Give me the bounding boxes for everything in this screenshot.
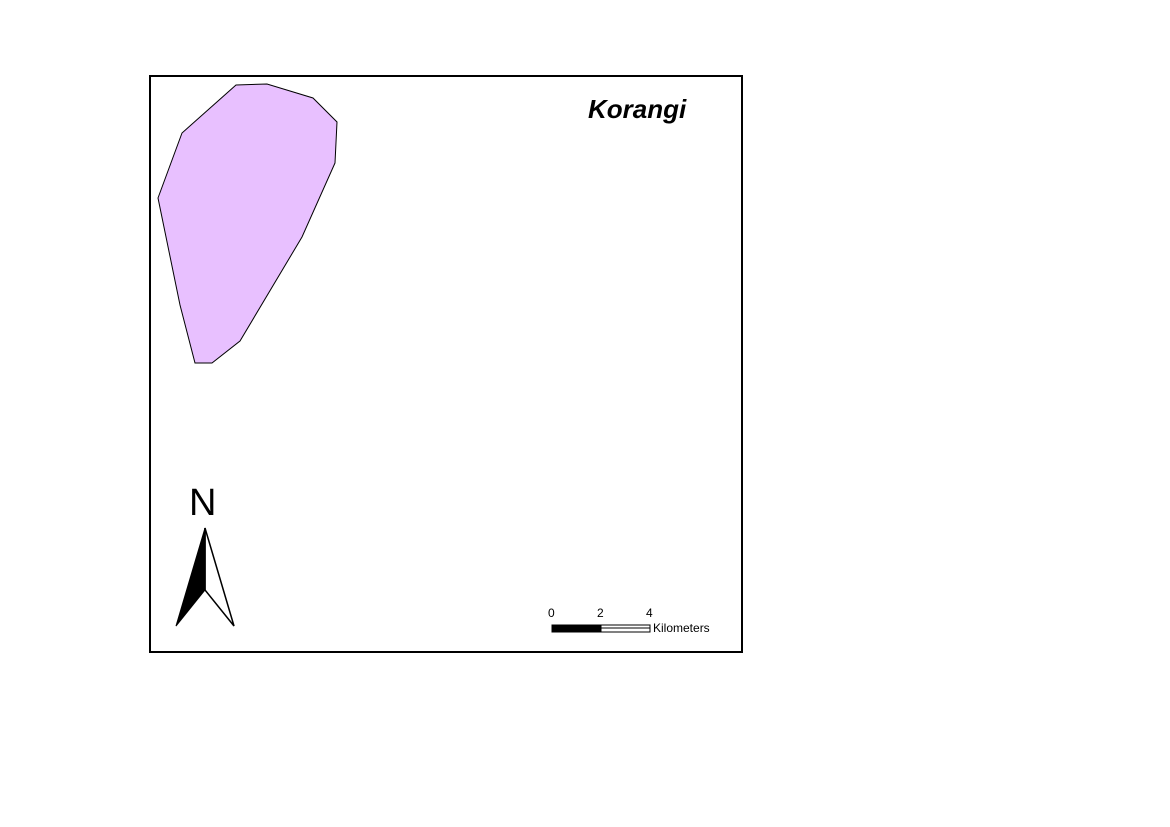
scale-unit: Kilometers [653,621,710,635]
scale-tick-4: 4 [646,606,653,620]
north-arrow-icon [175,527,235,627]
map-title: Korangi [588,94,687,124]
scale-bar [551,624,651,633]
north-label: N [189,482,217,524]
scale-tick-0: 0 [548,606,555,620]
scale-tick-2: 2 [597,606,604,620]
korangi-region[interactable] [157,83,338,364]
